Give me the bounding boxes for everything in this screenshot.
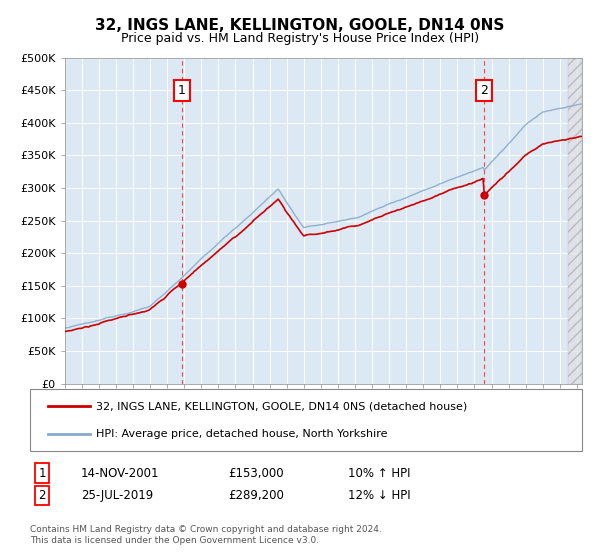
Text: 2: 2	[38, 489, 46, 502]
Bar	[568, 58, 582, 384]
Text: 1: 1	[38, 466, 46, 480]
Text: 25-JUL-2019: 25-JUL-2019	[81, 489, 153, 502]
Text: 12% ↓ HPI: 12% ↓ HPI	[348, 489, 410, 502]
Text: HPI: Average price, detached house, North Yorkshire: HPI: Average price, detached house, Nort…	[96, 428, 388, 438]
Text: £153,000: £153,000	[228, 466, 284, 480]
Text: 1: 1	[178, 84, 186, 97]
Text: Contains HM Land Registry data © Crown copyright and database right 2024.
This d: Contains HM Land Registry data © Crown c…	[30, 525, 382, 545]
Text: 14-NOV-2001: 14-NOV-2001	[81, 466, 160, 480]
Text: 32, INGS LANE, KELLINGTON, GOOLE, DN14 0NS: 32, INGS LANE, KELLINGTON, GOOLE, DN14 0…	[95, 18, 505, 34]
Text: 32, INGS LANE, KELLINGTON, GOOLE, DN14 0NS (detached house): 32, INGS LANE, KELLINGTON, GOOLE, DN14 0…	[96, 402, 467, 412]
Text: 2: 2	[480, 84, 488, 97]
Text: £289,200: £289,200	[228, 489, 284, 502]
Text: Price paid vs. HM Land Registry's House Price Index (HPI): Price paid vs. HM Land Registry's House …	[121, 32, 479, 45]
Text: 10% ↑ HPI: 10% ↑ HPI	[348, 466, 410, 480]
